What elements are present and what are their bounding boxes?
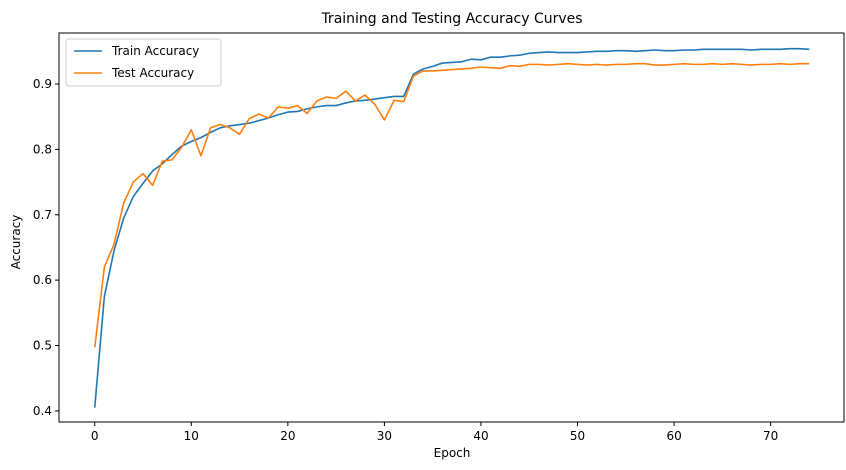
x-axis: 0 10 20 30 40 50 60 70: [91, 422, 778, 443]
x-tick-label: 70: [763, 429, 778, 443]
x-tick-label: 40: [473, 429, 488, 443]
y-tick-label: 0.8: [33, 142, 52, 156]
y-axis: 0.4 0.5 0.6 0.7 0.8 0.9: [33, 77, 59, 418]
y-tick-label: 0.4: [33, 404, 52, 418]
legend-entry-label: Test Accuracy: [111, 66, 194, 80]
x-tick-label: 60: [666, 429, 681, 443]
legend-entry-label: Train Accuracy: [111, 44, 199, 58]
legend-box: [65, 38, 222, 87]
series-lines: [93, 47, 810, 408]
y-tick-label: 0.5: [33, 339, 52, 353]
x-tick-label: 10: [184, 429, 199, 443]
x-tick-label: 0: [91, 429, 99, 443]
series-line-test-accuracy: [93, 62, 810, 348]
x-tick-label: 30: [377, 429, 392, 443]
y-axis-label: Accuracy: [9, 215, 23, 270]
x-axis-label: Epoch: [434, 446, 471, 460]
y-tick-label: 0.9: [33, 77, 52, 91]
x-tick-label: 50: [570, 429, 585, 443]
series-line-train-accuracy: [93, 47, 810, 408]
plot-frame: [58, 32, 845, 423]
y-tick-label: 0.7: [33, 208, 52, 222]
legend: Train Accuracy Test Accuracy: [65, 38, 222, 87]
y-tick-label: 0.6: [33, 273, 52, 287]
x-tick-label: 20: [280, 429, 295, 443]
chart-title: Training and Testing Accuracy Curves: [320, 11, 582, 27]
